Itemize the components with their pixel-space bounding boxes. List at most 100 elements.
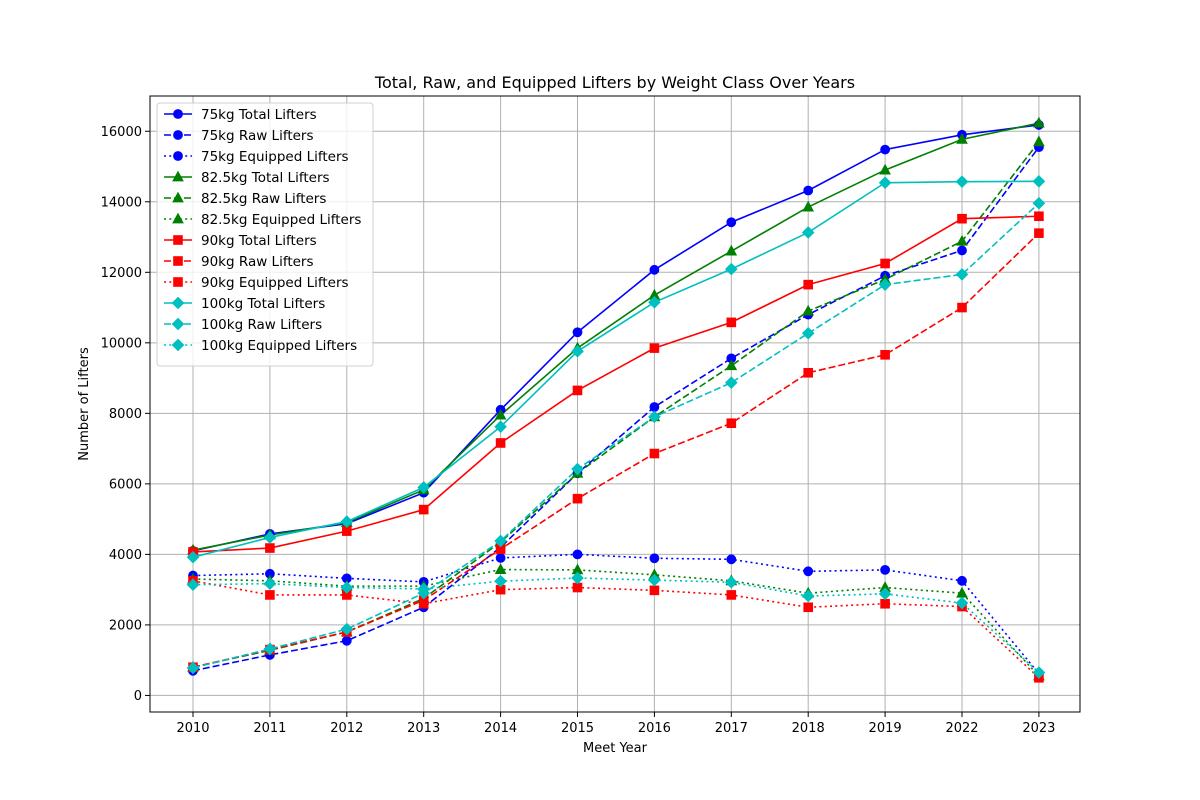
data-point-100kg-total-lifters [417, 481, 431, 494]
legend-marker [171, 317, 185, 331]
data-point-100kg-total-lifters [648, 295, 661, 309]
data-point-75kg-equipped-lifters [572, 549, 583, 560]
data-point-75kg-total-lifters [649, 264, 660, 275]
data-point-90kg-raw-lifters [572, 493, 583, 504]
data-point-100kg-equipped-lifters [878, 587, 892, 601]
series-line-100kg-equipped-lifters [192, 577, 1040, 674]
data-point-100kg-equipped-lifters [263, 577, 277, 590]
data-point-100kg-raw-lifters [263, 642, 277, 656]
legend-label: 75kg Equipped Lifters [201, 149, 349, 165]
data-point-100kg-equipped-lifters [571, 571, 584, 585]
legend-label: 82.5kg Equipped Lifters [201, 212, 361, 228]
data-point-100kg-total-lifters [494, 420, 507, 434]
data-point-90kg-equipped-lifters [265, 590, 275, 600]
data-point-90kg-raw-lifters [726, 418, 737, 429]
data-point-90kg-raw-lifters [649, 448, 660, 459]
data-point-75kg-equipped-lifters [726, 554, 737, 565]
data-point-75kg-total-lifters [726, 217, 737, 228]
legend-marker [173, 109, 183, 119]
data-point-100kg-total-lifters [801, 226, 815, 239]
x-axis-label: Meet Year [583, 741, 648, 756]
data-point-82-5kg-raw-lifters [956, 234, 968, 246]
data-point-100kg-total-lifters [340, 515, 354, 528]
data-point-82-5kg-total-lifters [725, 244, 738, 256]
data-point-75kg-raw-lifters [341, 635, 352, 646]
x-tick-label: 2012 [330, 721, 363, 736]
data-point-100kg-equipped-lifters [724, 575, 738, 589]
legend-label: 82.5kg Raw Lifters [201, 191, 326, 207]
data-point-90kg-total-lifters [649, 343, 660, 353]
data-point-82-5kg-total-lifters [879, 163, 891, 175]
data-point-100kg-raw-lifters [494, 534, 507, 548]
data-point-100kg-equipped-lifters [1032, 666, 1046, 679]
x-tick-label: 2013 [407, 721, 440, 736]
legend-marker [171, 296, 185, 310]
series-line-75kg-raw-lifters [192, 146, 1040, 672]
legend-marker [173, 151, 183, 161]
data-point-90kg-equipped-lifters [572, 582, 583, 593]
x-tick-label: 2015 [561, 721, 594, 736]
data-point-75kg-equipped-lifters [649, 553, 660, 564]
data-point-90kg-total-lifters [726, 317, 737, 328]
y-axis-label: Number of Lifters [77, 347, 92, 461]
data-point-90kg-total-lifters [342, 526, 352, 536]
data-point-100kg-equipped-lifters [186, 578, 200, 592]
data-point-90kg-raw-lifters [880, 350, 890, 360]
data-point-100kg-raw-lifters [878, 278, 892, 291]
y-tick-label: 6000 [109, 477, 142, 492]
data-point-75kg-equipped-lifters [495, 553, 506, 563]
x-tick-label: 2023 [1022, 721, 1055, 736]
series-line-100kg-raw-lifters [192, 202, 1040, 669]
data-point-100kg-raw-lifters [955, 268, 969, 281]
data-point-75kg-raw-lifters [957, 245, 967, 256]
data-point-100kg-total-lifters [878, 176, 892, 190]
series-lines [192, 122, 1040, 679]
legend-marker [173, 256, 183, 266]
data-point-100kg-equipped-lifters [417, 582, 431, 596]
data-point-90kg-raw-lifters [803, 367, 814, 378]
axis-ticks: 2010 2011 2012 2013 2014 2015 2016 2017 2018 2019… [101, 125, 1056, 736]
data-point-100kg-total-lifters [263, 531, 277, 544]
data-point-75kg-equipped-lifters [803, 566, 814, 577]
y-tick-label: 16000 [101, 125, 142, 140]
data-point-75kg-raw-lifters [649, 402, 660, 412]
data-point-100kg-raw-lifters [1032, 196, 1046, 210]
data-point-75kg-total-lifters [880, 144, 890, 155]
legend-marker [173, 130, 183, 140]
series-line-90kg-raw-lifters [192, 232, 1040, 668]
x-tick-label: 2019 [869, 721, 902, 736]
data-point-90kg-equipped-lifters [649, 585, 660, 596]
data-point-82-5kg-raw-lifters [802, 304, 815, 316]
y-tick-label: 12000 [101, 266, 142, 281]
data-point-100kg-total-lifters [955, 175, 969, 188]
legend-marker [173, 277, 183, 287]
data-point-90kg-total-lifters [803, 279, 814, 290]
y-tick-label: 4000 [109, 548, 142, 563]
series-line-82-5kg-equipped-lifters [192, 568, 1040, 677]
data-point-90kg-total-lifters [265, 543, 275, 553]
series-line-90kg-total-lifters [192, 215, 1039, 553]
data-point-90kg-equipped-lifters [803, 602, 814, 613]
data-point-100kg-total-lifters [186, 550, 200, 564]
data-point-90kg-equipped-lifters [880, 598, 890, 609]
series-line-100kg-total-lifters [192, 180, 1039, 558]
legend-label: 100kg Total Lifters [201, 296, 325, 312]
data-point-100kg-equipped-lifters [340, 581, 354, 594]
data-point-82-5kg-raw-lifters [725, 359, 738, 371]
data-point-75kg-total-lifters [572, 327, 583, 338]
data-point-100kg-total-lifters [571, 344, 584, 358]
data-point-82-5kg-total-lifters [494, 408, 507, 420]
y-tick-label: 8000 [109, 407, 142, 422]
legend-marker [172, 170, 184, 182]
data-point-100kg-raw-lifters [801, 326, 815, 340]
data-markers [186, 116, 1046, 683]
data-point-82-5kg-total-lifters [956, 133, 968, 144]
data-point-100kg-equipped-lifters [494, 574, 507, 588]
data-point-82-5kg-raw-lifters [1033, 135, 1045, 147]
legend-label: 100kg Raw Lifters [201, 317, 322, 333]
data-point-100kg-raw-lifters [186, 661, 200, 675]
legend-marker [172, 191, 184, 203]
data-point-90kg-total-lifters [572, 385, 583, 396]
